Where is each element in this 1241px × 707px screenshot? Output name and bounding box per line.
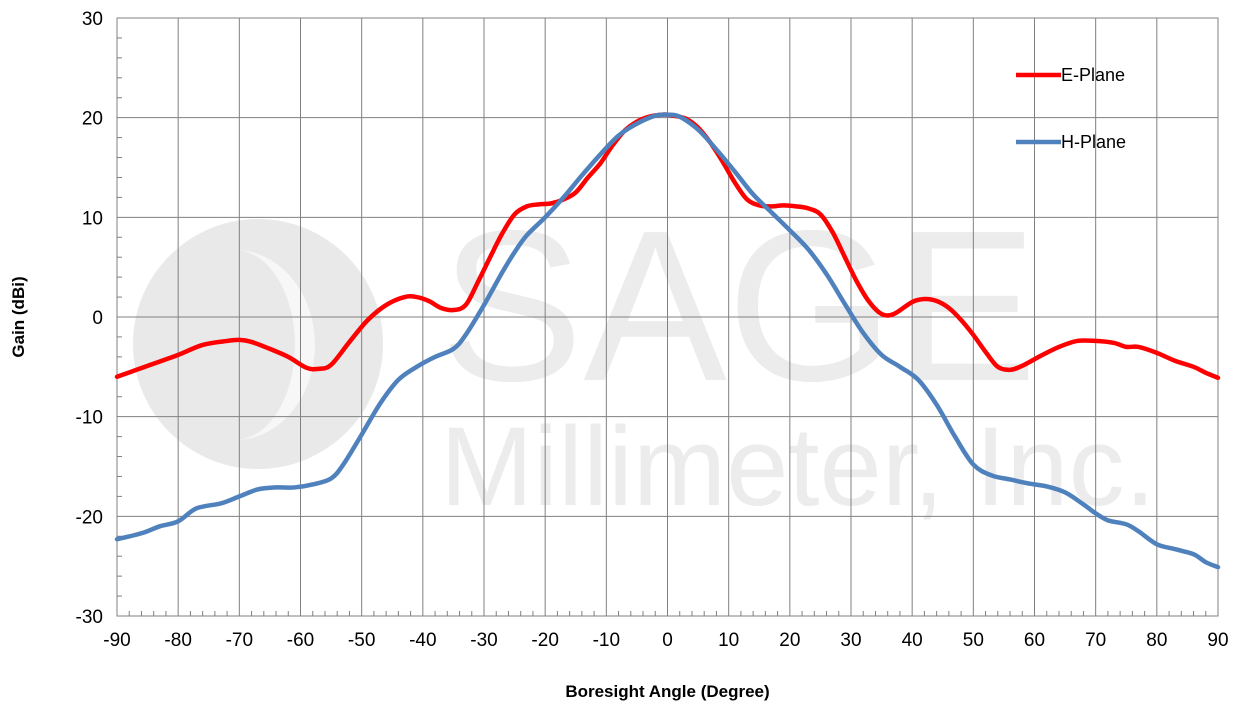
- x-tick-label: 40: [902, 630, 923, 651]
- x-tick-label: 0: [662, 630, 673, 651]
- x-tick-label: -10: [593, 630, 620, 651]
- x-tick-label: 20: [779, 630, 800, 651]
- watermark-line2: Millimeter, Inc.: [440, 404, 1156, 529]
- x-tick-label: 30: [840, 630, 861, 651]
- grid: [116, 17, 1219, 617]
- x-tick-label: 50: [963, 630, 984, 651]
- x-tick-labels: -90 -80 -70 -60 -50 -40 -30 -20 -10 0 10 20 30 40 50 60…: [103, 630, 1228, 651]
- x-tick-label: 70: [1085, 630, 1106, 651]
- minor-ticks: [117, 37, 1207, 616]
- x-tick-label: -50: [348, 630, 375, 651]
- y-axis-title: Gain (dBi): [9, 276, 28, 357]
- y-tick-label: 10: [82, 208, 103, 229]
- series-line-h-plane: [114, 112, 1221, 570]
- y-tick-label: -10: [76, 408, 103, 429]
- x-tick-label: -60: [287, 630, 314, 651]
- x-tick-label: 80: [1146, 630, 1167, 651]
- x-tick-label: 60: [1024, 630, 1045, 651]
- watermark-logo-swoosh: [235, 250, 315, 440]
- x-tick-label: -90: [103, 630, 130, 651]
- x-tick-label: -80: [164, 630, 191, 651]
- legend-label-e-plane: E-Plane: [1061, 65, 1125, 85]
- legend-label-h-plane: H-Plane: [1061, 132, 1126, 152]
- y-tick-label: 20: [82, 109, 103, 130]
- y-tick-label: -30: [76, 607, 103, 628]
- x-tick-label: 10: [718, 630, 739, 651]
- x-tick-label: -20: [531, 630, 558, 651]
- x-tick-label: -40: [409, 630, 436, 651]
- legend: E-Plane H-Plane: [1016, 65, 1126, 152]
- plot-area: [116, 17, 1219, 617]
- y-tick-label: -20: [76, 507, 103, 528]
- y-tick-label: 30: [82, 9, 103, 30]
- y-tick-labels: -30 -20 -10 0 10 20 30: [76, 9, 103, 628]
- x-tick-label: -30: [470, 630, 497, 651]
- x-tick-label: -70: [226, 630, 253, 651]
- series-group: [114, 112, 1221, 570]
- y-tick-label: 0: [92, 308, 103, 329]
- x-tick-label: 90: [1207, 630, 1228, 651]
- x-axis-title: Boresight Angle (Degree): [565, 682, 769, 701]
